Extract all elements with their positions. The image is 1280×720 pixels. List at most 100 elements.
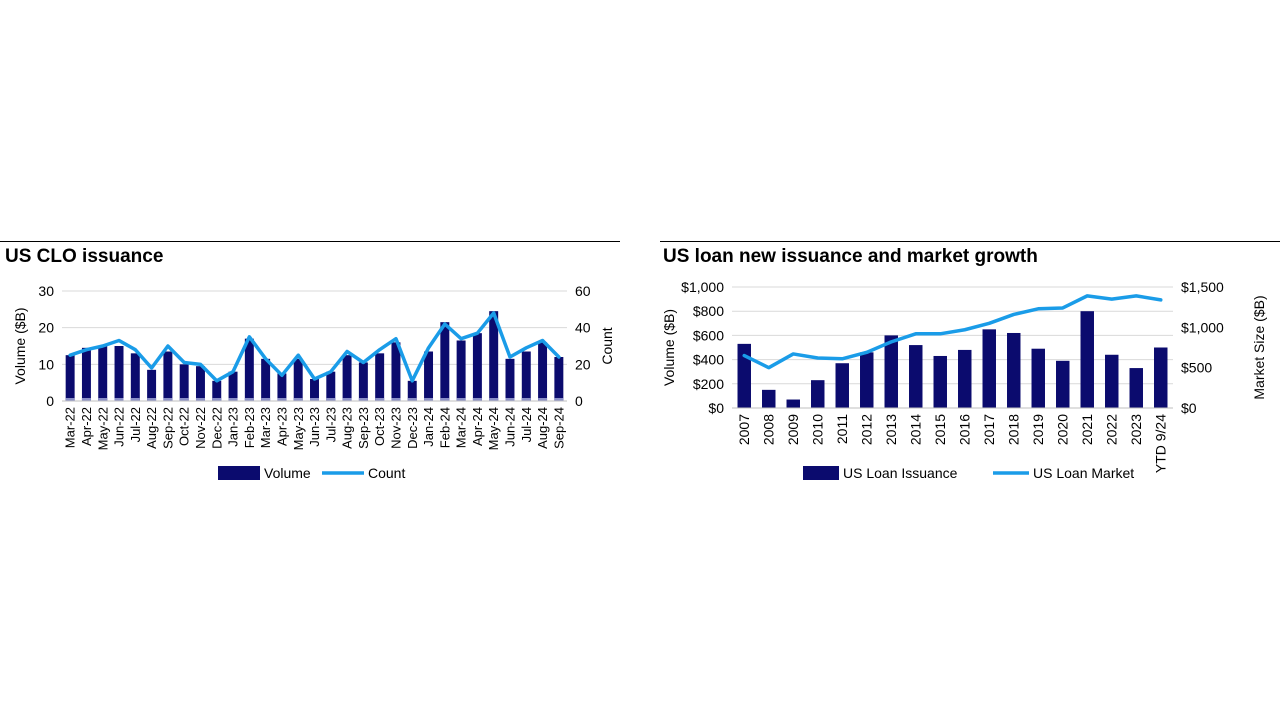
- bar-base: [293, 398, 303, 401]
- line-point: [69, 354, 71, 356]
- line-point: [1013, 313, 1015, 315]
- y-tick-label: $800: [693, 303, 724, 319]
- x-tick-label: Apr-24: [470, 407, 485, 446]
- x-tick-label: Sep-23: [356, 407, 371, 449]
- bar: [835, 363, 849, 408]
- line-point: [460, 338, 462, 340]
- panel-divider: [0, 241, 620, 242]
- y-tick-label: $600: [693, 327, 724, 343]
- line-point: [265, 358, 267, 360]
- x-tick-label: Aug-24: [535, 407, 550, 449]
- bar: [933, 355, 947, 408]
- bar: [538, 342, 548, 401]
- line-point: [1111, 298, 1113, 300]
- line-point: [1135, 295, 1137, 297]
- x-tick-label: 2016: [957, 414, 973, 445]
- x-tick-label: 2021: [1079, 414, 1095, 445]
- x-tick-label: 2012: [859, 414, 875, 445]
- line-point: [167, 345, 169, 347]
- x-tick-label: Nov-22: [193, 407, 208, 449]
- bar: [244, 338, 254, 401]
- x-tick-label: 2008: [761, 414, 777, 445]
- line-point: [248, 336, 250, 338]
- bar: [277, 373, 287, 401]
- y2-tick-label: 40: [575, 320, 591, 336]
- x-tick-label: Feb-23: [242, 407, 257, 448]
- x-tick-label: Mar-23: [258, 407, 273, 448]
- legend-swatch: [803, 466, 839, 480]
- x-tick-label: May-24: [486, 407, 501, 450]
- line-point: [134, 349, 136, 351]
- line-point: [915, 333, 917, 335]
- bar: [195, 366, 205, 401]
- line-point: [743, 355, 745, 357]
- x-tick-label: 2010: [810, 414, 826, 445]
- y2-tick-label: 20: [575, 356, 591, 372]
- y-tick-label: 10: [38, 356, 54, 372]
- bar: [440, 322, 450, 401]
- bar-base: [440, 398, 450, 401]
- x-tick-label: Dec-23: [405, 407, 420, 449]
- legend-swatch: [218, 466, 260, 480]
- bar-base: [228, 398, 238, 401]
- x-tick-label: 2023: [1128, 414, 1144, 445]
- x-tick-label: Dec-22: [209, 407, 224, 449]
- bar: [228, 371, 238, 401]
- legend-label: US Loan Issuance: [843, 465, 958, 481]
- x-tick-label: 2022: [1104, 414, 1120, 445]
- line-point: [792, 353, 794, 355]
- bar: [1129, 368, 1143, 408]
- line-point: [964, 329, 966, 331]
- bar-base: [130, 398, 140, 401]
- x-tick-label: Jul-23: [323, 407, 338, 442]
- bar-base: [179, 398, 189, 401]
- x-tick-label: Jun-23: [307, 407, 322, 447]
- bar: [737, 343, 751, 408]
- bar: [147, 369, 157, 401]
- panel-divider: [660, 241, 1280, 242]
- bar-base: [277, 398, 287, 401]
- bar-base: [342, 398, 352, 401]
- line-point: [428, 347, 430, 349]
- bar: [860, 352, 874, 408]
- line-point: [85, 349, 87, 351]
- bar-base: [424, 398, 434, 401]
- y2-axis-label: Count: [599, 327, 615, 364]
- line-point: [768, 367, 770, 369]
- line-point: [890, 341, 892, 343]
- line-point: [1062, 307, 1064, 309]
- y-tick-label: $400: [693, 352, 724, 368]
- line-point: [183, 362, 185, 363]
- line-point: [1037, 308, 1039, 310]
- y2-tick-label: 60: [575, 283, 591, 299]
- x-tick-label: Nov-23: [389, 407, 404, 449]
- bar-base: [358, 398, 368, 401]
- bar-base: [456, 398, 466, 401]
- clo-issuance-panel: US CLO issuance: [0, 241, 620, 491]
- y2-tick-label: $500: [1181, 360, 1212, 376]
- line-series: [742, 294, 1163, 370]
- x-tick-label: 2013: [883, 414, 899, 445]
- bar: [261, 358, 271, 401]
- line-point: [444, 323, 446, 325]
- bar: [909, 345, 923, 408]
- x-tick-label: 2009: [785, 414, 801, 445]
- x-tick-label: May-23: [291, 407, 306, 450]
- x-tick-label: Sep-22: [160, 407, 175, 449]
- bar-base: [114, 398, 124, 401]
- x-tick-label: Aug-23: [340, 407, 355, 449]
- bar: [786, 399, 800, 408]
- y-tick-label: $0: [708, 400, 724, 416]
- bar-base: [81, 398, 91, 401]
- bar: [81, 347, 91, 401]
- x-tick-label: Aug-22: [144, 407, 159, 449]
- x-tick-label: May-22: [95, 407, 110, 450]
- legend-label: US Loan Market: [1033, 465, 1134, 481]
- x-tick-label: 2007: [736, 414, 752, 445]
- x-tick-label: 2018: [1006, 414, 1022, 445]
- bar-base: [147, 398, 157, 401]
- bar: [358, 362, 368, 401]
- y-tick-label: 30: [38, 283, 54, 299]
- loan-issuance-panel: US loan new issuance and market growth: [660, 241, 1280, 491]
- line-point: [1086, 295, 1088, 297]
